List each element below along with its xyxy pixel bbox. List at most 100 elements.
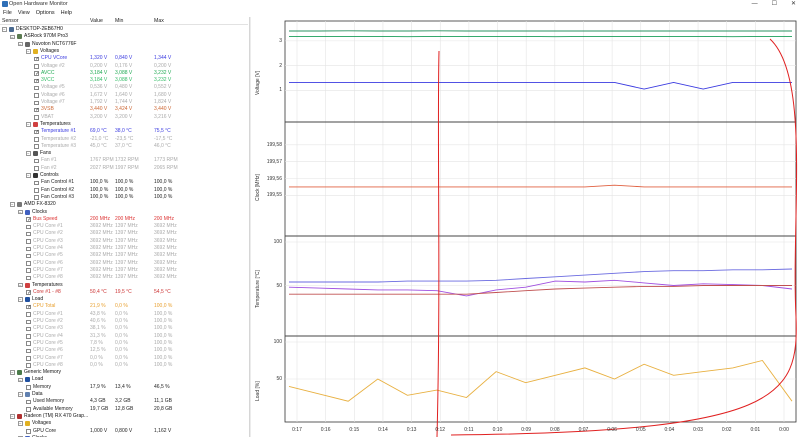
sensor-row[interactable]: CPU Core #8 3692 MHz 1397 MHz 3692 MHz (0, 274, 248, 281)
plot-checkbox[interactable] (34, 71, 39, 77)
sensor-row[interactable]: Fan Control #1 100,0 % 100,0 % 100,0 % (0, 179, 248, 186)
sensor-row[interactable]: CPU Core #1 43,8 % 0,0 % 100,0 % (0, 311, 248, 318)
sensor-row[interactable]: Voltage #2 0,200 V 0,176 V 0,200 V (0, 63, 248, 70)
sensor-tree[interactable]: Sensor Value Min Max − DESKTOP-2EB67H0− AS… (0, 17, 248, 437)
sensor-group-row[interactable]: − Temperatures (0, 121, 248, 128)
expand-toggle[interactable]: − (26, 151, 31, 157)
sensor-row[interactable]: VBAT 3,200 V 3,200 V 3,216 V (0, 114, 248, 121)
sensor-row[interactable]: CPU Core #5 7,8 % 0,0 % 100,0 % (0, 340, 248, 347)
sensor-group-row[interactable]: − Load (0, 296, 248, 303)
plot-checkbox[interactable] (26, 261, 31, 266)
column-header-value[interactable]: Value (90, 18, 103, 24)
sensor-row[interactable]: CPU Core #3 3692 MHz 1397 MHz 3692 MHz (0, 238, 248, 245)
sensor-row[interactable]: Core #1 - #8 50,4 °C 19,5 °C 54,5 °C (0, 289, 248, 296)
expand-toggle[interactable]: − (18, 209, 23, 215)
plot-checkbox[interactable] (26, 341, 31, 346)
minimize-button[interactable]: — (751, 1, 758, 7)
sensor-row[interactable]: CPU Core #2 40,6 % 0,0 % 100,0 % (0, 318, 248, 325)
plot-checkbox[interactable] (26, 319, 31, 324)
sensor-row[interactable]: CPU Core #4 31,3 % 0,0 % 100,0 % (0, 333, 248, 340)
sensor-row[interactable]: Used Memory 4,3 GB 3,2 GB 11,1 GB (0, 398, 248, 405)
sensor-row[interactable]: Fan #2 2027 RPM 1997 RPM 2065 RPM (0, 165, 248, 172)
expand-toggle[interactable]: − (18, 41, 23, 47)
maximize-button[interactable]: ☐ (771, 1, 777, 7)
sensor-row[interactable]: CPU Core #2 3692 MHz 1397 MHz 3692 MHz (0, 230, 248, 237)
sensor-row[interactable]: Bus Speed 200 MHz 200 MHz 200 MHz (0, 216, 248, 223)
plot-checkbox[interactable] (26, 326, 31, 332)
expand-toggle[interactable]: − (26, 49, 31, 55)
expand-toggle[interactable]: − (18, 377, 23, 383)
column-header-max[interactable]: Max (154, 18, 164, 24)
sensor-row[interactable]: Available Memory 19,7 GB 12,8 GB 20,8 GB (0, 406, 248, 413)
plot-checkbox[interactable] (34, 144, 39, 149)
hardware-node-row[interactable]: − Generic Memory (0, 369, 248, 376)
expand-toggle[interactable]: − (26, 122, 31, 128)
sensor-row[interactable]: CPU Core #7 0,0 % 0,0 % 100,0 % (0, 355, 248, 362)
sensor-row[interactable]: Fan Control #3 100,0 % 100,0 % 100,0 % (0, 194, 248, 201)
sensor-row[interactable]: CPU Core #3 38,1 % 0,0 % 100,0 % (0, 325, 248, 332)
sensor-row[interactable]: CPU Total 21,9 % 0,0 % 100,0 % (0, 303, 248, 311)
plot-checkbox[interactable] (34, 195, 39, 200)
plot-checkbox[interactable] (34, 78, 39, 85)
sensor-group-row[interactable]: − Load (0, 376, 248, 383)
expand-toggle[interactable]: − (26, 173, 31, 179)
hardware-node-row[interactable]: − AMD FX-8320 (0, 201, 248, 208)
sensor-row[interactable]: CPU Core #6 3692 MHz 1397 MHz 3692 MHz (0, 260, 248, 267)
sensor-row[interactable]: 3VCC 3,184 V 3,088 V 3,232 V (0, 77, 248, 85)
plot-checkbox[interactable] (26, 239, 31, 244)
expand-toggle[interactable]: − (18, 392, 23, 398)
plot-checkbox[interactable] (26, 275, 31, 281)
expand-toggle[interactable]: − (18, 282, 23, 288)
sensor-row[interactable]: CPU VCore 1,320 V 0,840 V 1,344 V (0, 55, 248, 63)
expand-toggle[interactable]: − (10, 370, 15, 376)
expand-toggle[interactable]: − (10, 202, 15, 208)
plot-checkbox[interactable] (26, 429, 31, 434)
expand-toggle[interactable]: − (10, 34, 15, 40)
sensor-row[interactable]: Voltage #5 0,536 V 0,480 V 0,552 V (0, 84, 248, 91)
sensor-row[interactable]: Memory 17,9 % 13,4 % 46,5 % (0, 384, 248, 391)
sensor-row[interactable]: CPU Core #8 0,0 % 0,0 % 100,0 % (0, 362, 248, 369)
plot-checkbox[interactable] (26, 268, 31, 273)
hardware-node-row[interactable]: − ASRock 970M Pro3 (0, 33, 248, 40)
sensor-group-row[interactable]: − Temperatures (0, 282, 248, 289)
plot-checkbox[interactable] (26, 385, 31, 390)
sensor-row[interactable]: CPU Core #4 3692 MHz 1397 MHz 3692 MHz (0, 245, 248, 252)
plot-checkbox[interactable] (34, 180, 39, 186)
plot-checkbox[interactable] (26, 312, 31, 317)
plot-checkbox[interactable] (26, 304, 31, 311)
sensor-row[interactable]: CPU Core #1 3692 MHz 1397 MHz 3692 MHz (0, 223, 248, 230)
sensor-row[interactable]: Temperature #2 -21,0 °C -23,5 °C -17,5 °C (0, 136, 248, 143)
sensor-row[interactable]: Voltage #6 1,672 V 1,640 V 1,680 V (0, 92, 248, 99)
plot-checkbox[interactable] (34, 64, 39, 69)
sensor-row[interactable]: Temperature #3 45,0 °C 37,0 °C 46,0 °C (0, 143, 248, 150)
column-header-sensor[interactable]: Sensor (2, 18, 19, 24)
plot-checkbox[interactable] (34, 107, 39, 114)
plot-checkbox[interactable] (34, 115, 39, 120)
plot-checkbox[interactable] (34, 137, 39, 142)
hardware-node-row[interactable]: − DESKTOP-2EB67H0 (0, 26, 248, 33)
sensor-group-row[interactable]: − Clocks (0, 209, 248, 216)
plot-checkbox[interactable] (34, 158, 39, 164)
plot-checkbox[interactable] (34, 188, 39, 193)
plot-checkbox[interactable] (26, 224, 31, 230)
menu-options[interactable]: Options (35, 10, 55, 16)
sensor-row[interactable]: Temperature #1 69,0 °C 38,0 °C 75,5 °C (0, 128, 248, 136)
expand-toggle[interactable]: − (2, 27, 7, 33)
plot-checkbox[interactable] (26, 231, 31, 237)
plot-checkbox[interactable] (26, 348, 31, 354)
sensor-row[interactable]: CPU Core #6 12,5 % 0,0 % 100,0 % (0, 347, 248, 354)
column-header-min[interactable]: Min (115, 18, 124, 24)
sensor-group-row[interactable]: − Voltages (0, 420, 248, 427)
sensor-row[interactable]: Voltage #7 1,792 V 1,744 V 1,824 V (0, 99, 248, 106)
expand-toggle[interactable]: − (18, 421, 23, 427)
sensor-group-row[interactable]: − Data (0, 391, 248, 398)
plot-checkbox[interactable] (26, 217, 31, 223)
sensor-row[interactable]: CPU Core #7 3692 MHz 1397 MHz 3692 MHz (0, 267, 248, 274)
plot-checkbox[interactable] (34, 85, 39, 91)
expand-toggle[interactable]: − (10, 414, 15, 420)
menu-view[interactable]: View (17, 10, 30, 16)
plot-checkbox[interactable] (34, 100, 39, 105)
sensor-group-row[interactable]: − Controls (0, 172, 248, 179)
plot-checkbox[interactable] (26, 246, 31, 251)
sensor-row[interactable]: CPU Core #5 3692 MHz 1397 MHz 3692 MHz (0, 252, 248, 259)
